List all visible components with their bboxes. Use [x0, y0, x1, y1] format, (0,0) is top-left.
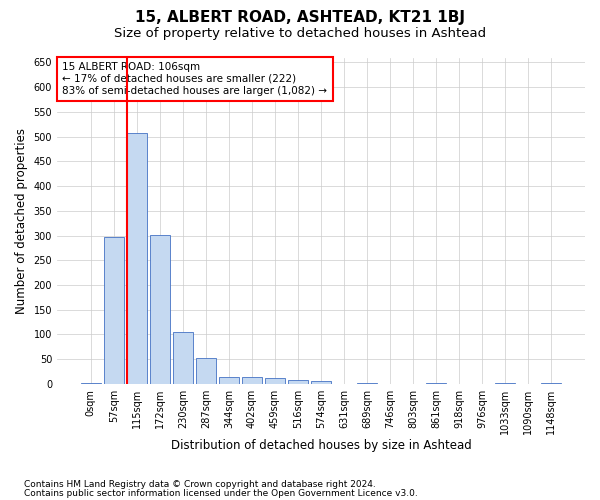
Text: Size of property relative to detached houses in Ashtead: Size of property relative to detached ho… — [114, 28, 486, 40]
Bar — [242, 378, 262, 384]
Bar — [173, 332, 193, 384]
Y-axis label: Number of detached properties: Number of detached properties — [15, 128, 28, 314]
Bar — [150, 234, 170, 384]
Bar — [104, 237, 124, 384]
Text: Contains public sector information licensed under the Open Government Licence v3: Contains public sector information licen… — [24, 490, 418, 498]
Bar — [127, 132, 146, 384]
Bar — [219, 378, 239, 384]
Bar — [265, 378, 285, 384]
Text: 15, ALBERT ROAD, ASHTEAD, KT21 1BJ: 15, ALBERT ROAD, ASHTEAD, KT21 1BJ — [135, 10, 465, 25]
Bar — [81, 383, 101, 384]
Bar — [196, 358, 216, 384]
X-axis label: Distribution of detached houses by size in Ashtead: Distribution of detached houses by size … — [170, 440, 472, 452]
Bar — [357, 383, 377, 384]
Bar — [311, 382, 331, 384]
Text: 15 ALBERT ROAD: 106sqm
← 17% of detached houses are smaller (222)
83% of semi-de: 15 ALBERT ROAD: 106sqm ← 17% of detached… — [62, 62, 328, 96]
Text: Contains HM Land Registry data © Crown copyright and database right 2024.: Contains HM Land Registry data © Crown c… — [24, 480, 376, 489]
Bar — [288, 380, 308, 384]
